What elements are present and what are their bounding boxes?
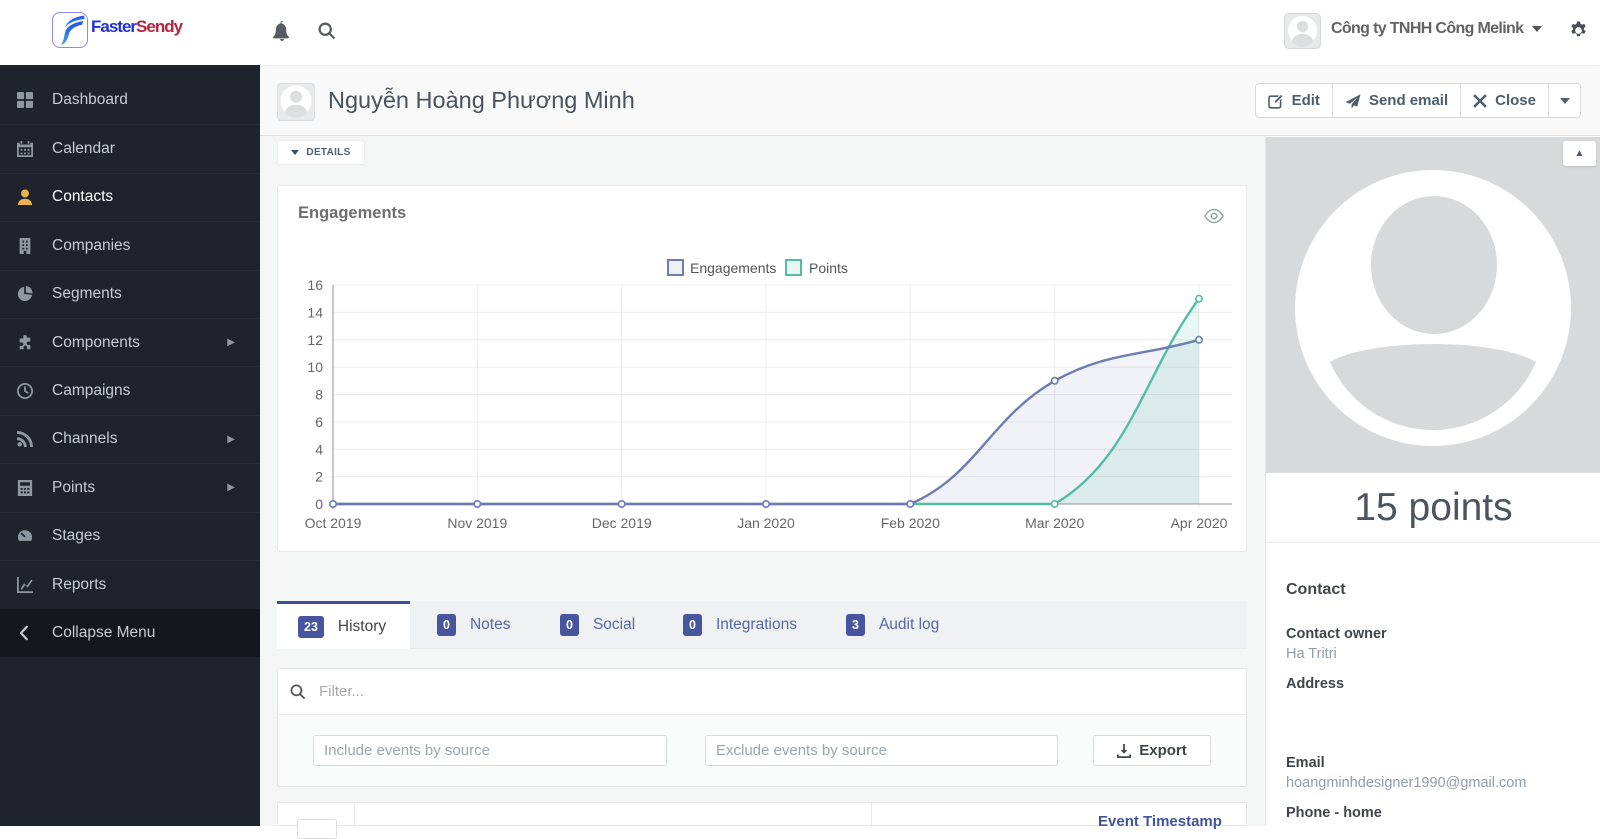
svg-text:Nov 2019: Nov 2019 [447,515,507,531]
svg-text:Jan 2020: Jan 2020 [737,515,795,531]
svg-text:Engagements: Engagements [690,260,776,276]
svg-text:Points: Points [809,260,848,276]
svg-text:4: 4 [315,441,323,457]
svg-text:6: 6 [315,414,323,430]
svg-text:2: 2 [315,469,323,485]
svg-text:14: 14 [307,304,323,320]
svg-text:8: 8 [315,387,323,403]
svg-text:Dec 2019: Dec 2019 [592,515,652,531]
svg-text:Apr 2020: Apr 2020 [1171,515,1228,531]
svg-text:Mar 2020: Mar 2020 [1025,515,1084,531]
svg-text:0: 0 [315,496,323,512]
svg-text:Oct 2019: Oct 2019 [305,515,362,531]
svg-text:12: 12 [307,332,323,348]
svg-text:Feb 2020: Feb 2020 [881,515,940,531]
svg-text:16: 16 [307,277,323,293]
svg-text:10: 10 [307,359,323,375]
